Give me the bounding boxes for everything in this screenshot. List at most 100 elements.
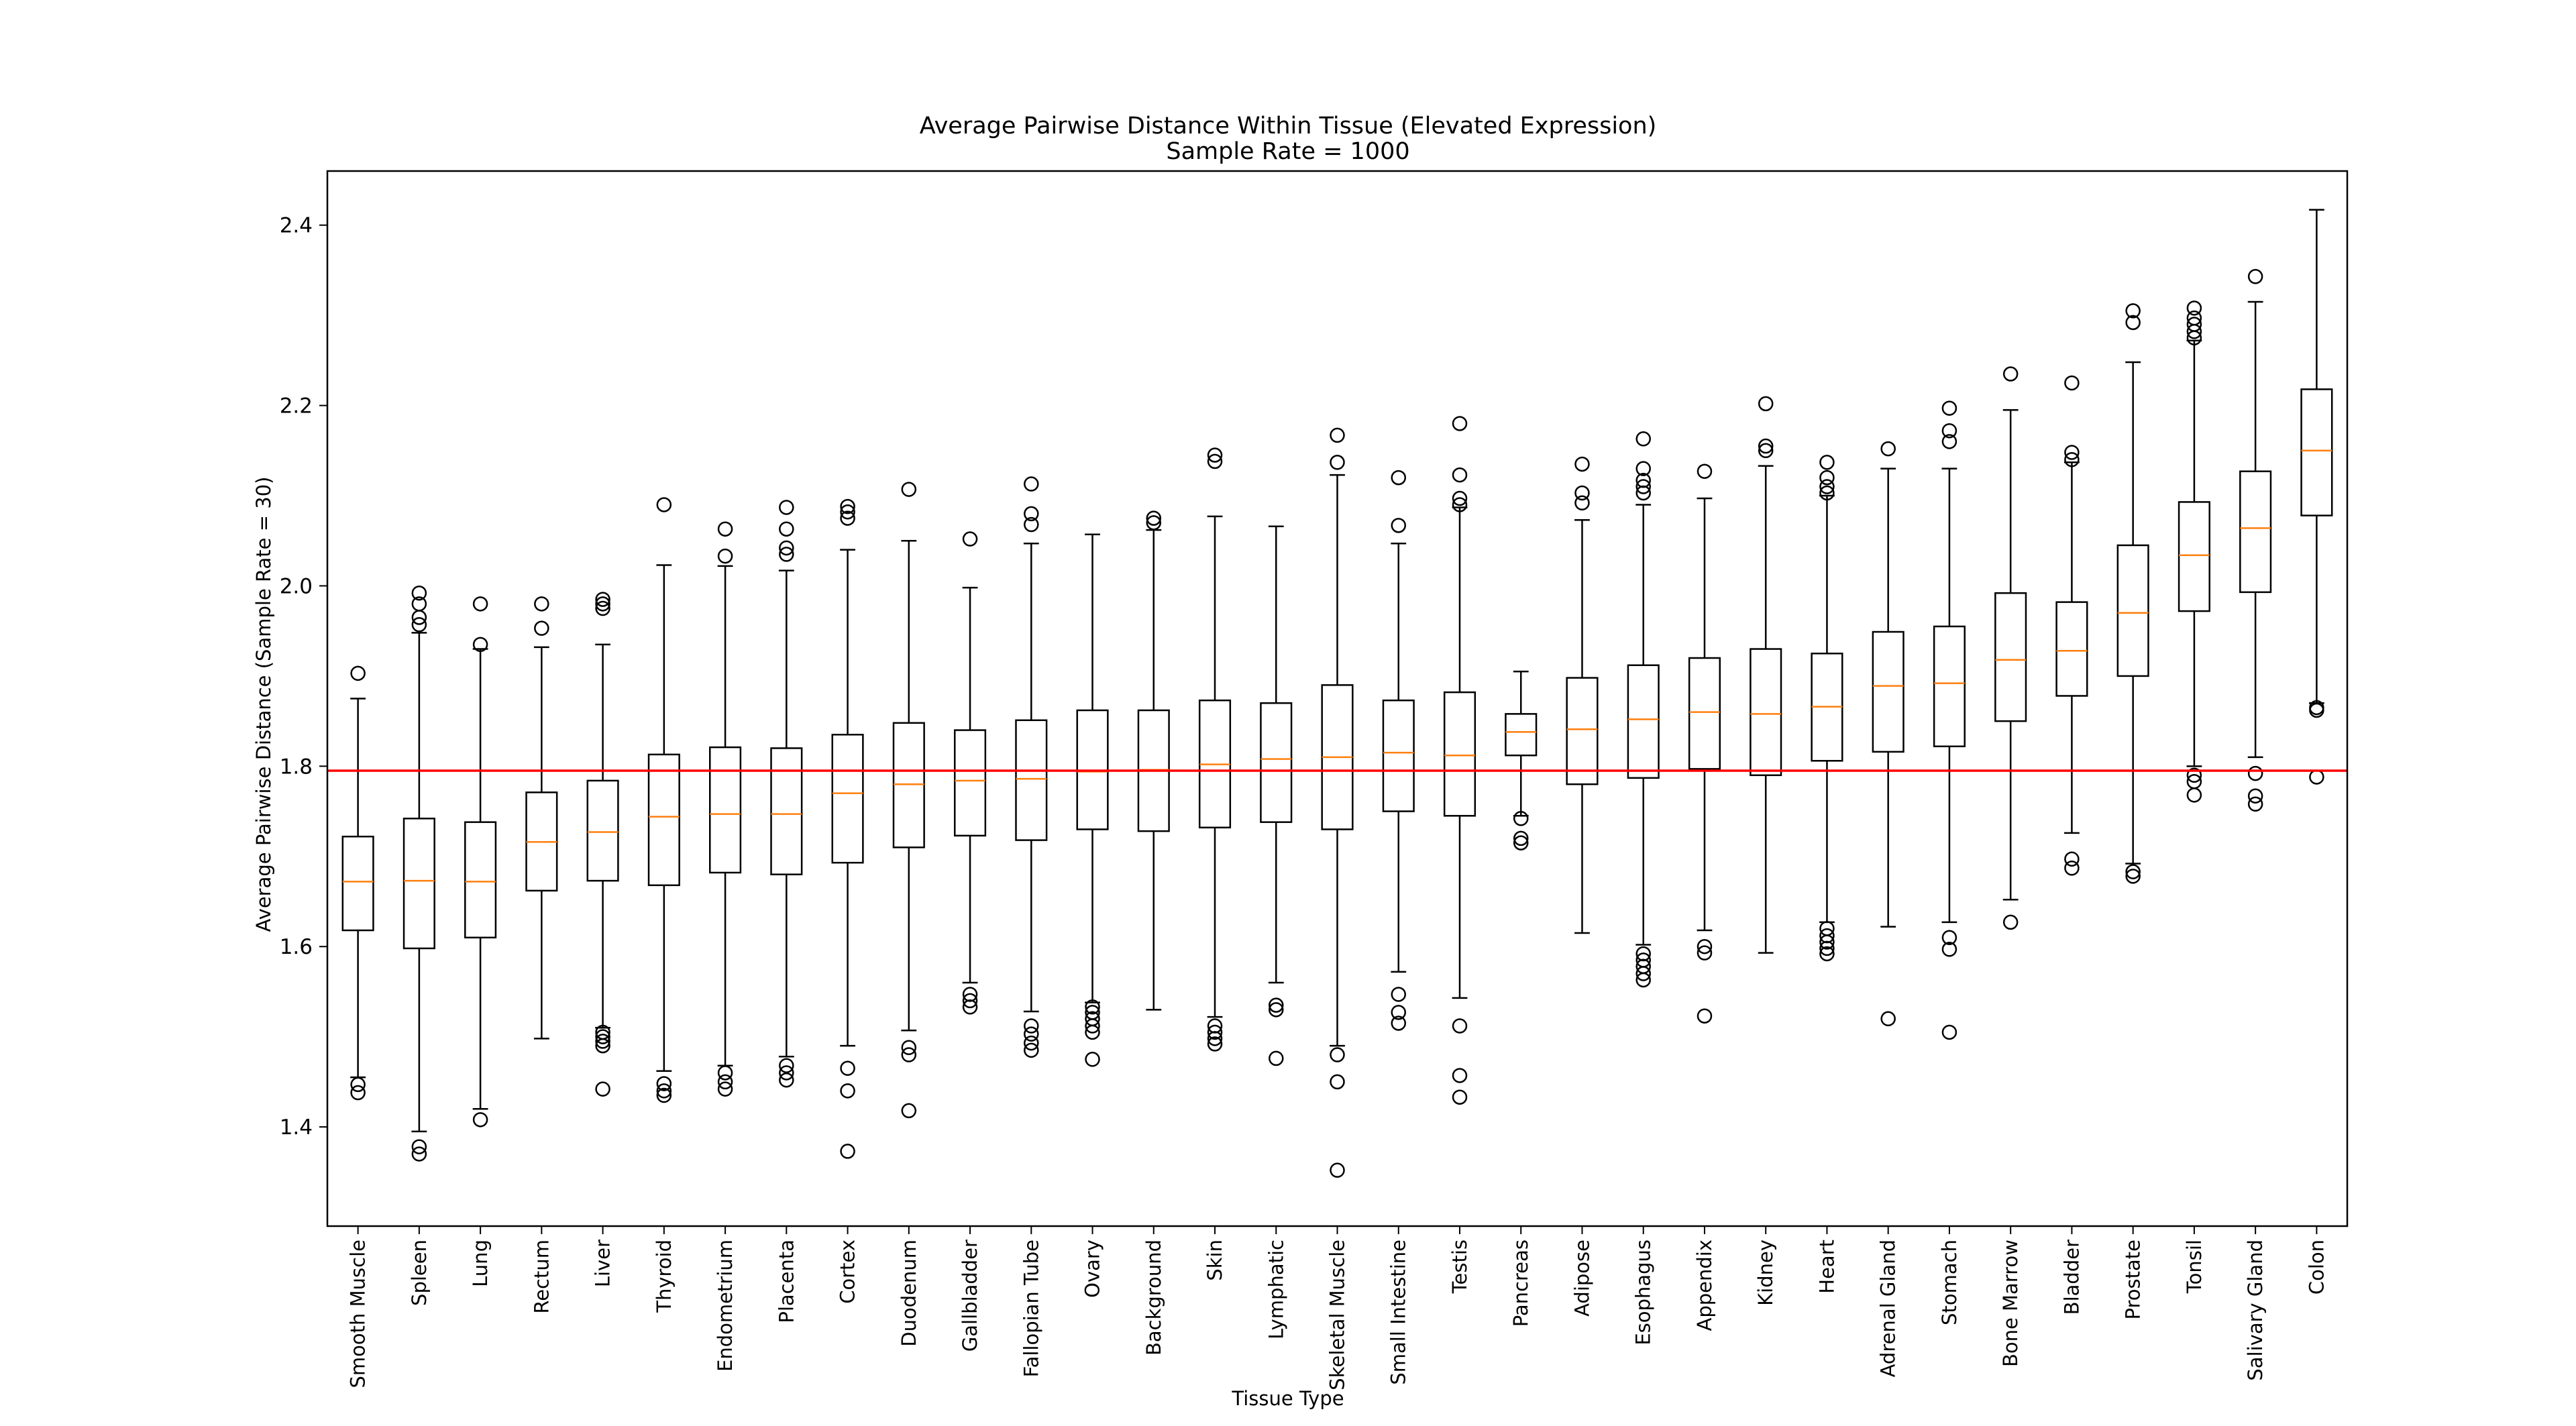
outlier-point xyxy=(656,1083,672,1099)
box xyxy=(1015,719,1048,841)
outlier-point xyxy=(1941,423,1957,439)
outlier-point xyxy=(1207,1036,1223,1052)
outlier-point xyxy=(1085,1052,1100,1067)
outlier-point xyxy=(1024,1026,1039,1042)
outlier-point xyxy=(1330,455,1345,470)
box xyxy=(1933,625,1966,748)
outlier-point xyxy=(1024,476,1039,492)
outlier-point xyxy=(1452,490,1468,506)
box xyxy=(2055,601,2088,697)
outlier-point xyxy=(2186,317,2202,332)
box-group xyxy=(2300,209,2333,785)
outlier-point xyxy=(1330,1074,1345,1090)
x-tick-label: Tonsil xyxy=(2183,1240,2206,1294)
outlier-point xyxy=(1697,463,1713,479)
outlier-point xyxy=(1269,1002,1284,1018)
outlier-point xyxy=(1941,400,1957,416)
x-tick-label: Skeletal Muscle xyxy=(1326,1240,1349,1390)
x-tick-label: Small Intestine xyxy=(1387,1240,1410,1385)
chart-title: Average Pairwise Distance Within Tissue … xyxy=(919,113,1657,140)
outlier-point xyxy=(1207,453,1223,470)
outlier-point xyxy=(1207,1018,1223,1034)
box xyxy=(1505,713,1538,757)
outlier-point xyxy=(595,600,610,616)
outlier-point xyxy=(1574,495,1590,511)
outlier-point xyxy=(1880,1011,1896,1027)
box-group xyxy=(1811,455,1843,962)
box-group xyxy=(341,665,374,1101)
x-tick-label: Testis xyxy=(1448,1240,1471,1294)
outlier-point xyxy=(962,993,978,1009)
outlier-point xyxy=(1819,455,1835,470)
y-tick-label: 2.2 xyxy=(280,394,313,419)
box-group xyxy=(1321,427,1354,1178)
outlier-point xyxy=(2125,303,2141,319)
outlier-point xyxy=(1635,431,1651,447)
outlier-point xyxy=(2186,787,2202,803)
outlier-point xyxy=(1635,461,1651,476)
outlier-point xyxy=(1330,1047,1345,1062)
outlier-point xyxy=(840,1060,855,1076)
outlier-point xyxy=(2002,914,2019,930)
box-group xyxy=(2178,300,2210,803)
x-tick-label: Background xyxy=(1142,1240,1165,1356)
box xyxy=(892,722,925,848)
outlier-point xyxy=(1024,1035,1039,1051)
box-group xyxy=(2055,375,2088,876)
box-group xyxy=(1994,366,2027,930)
outlier-point xyxy=(901,1040,917,1056)
outlier-point xyxy=(1085,1011,1100,1027)
x-tick-label: Gallbladder xyxy=(959,1240,981,1352)
outlier-point xyxy=(2309,769,2324,785)
outlier-point xyxy=(1574,456,1590,472)
outlier-point xyxy=(1941,930,1957,946)
outlier-point xyxy=(595,1081,610,1097)
box xyxy=(770,747,803,875)
box-group xyxy=(1443,416,1477,1105)
y-tick-label: 2.0 xyxy=(280,574,313,598)
outlier-point xyxy=(1452,1068,1468,1083)
x-tick-label: Duodenum xyxy=(898,1240,920,1347)
outlier-point xyxy=(1207,447,1223,463)
x-tick-label: Adrenal Gland xyxy=(1877,1240,1900,1377)
x-tick-label: Spleen xyxy=(408,1240,431,1306)
outlier-point xyxy=(1207,1024,1223,1040)
outlier-point xyxy=(472,637,488,653)
y-axis: 1.4 1.6 1.8 2.0 2.2 2.4 xyxy=(280,214,327,1140)
box-group xyxy=(1382,470,1415,1031)
outlier-point xyxy=(2247,269,2263,284)
x-tick-label: Smooth Muscle xyxy=(347,1240,370,1388)
outlier-point xyxy=(1819,946,1835,962)
outlier-point xyxy=(1513,830,1529,846)
outlier-point xyxy=(1452,1089,1468,1105)
x-tick-label: Appendix xyxy=(1693,1240,1716,1331)
box-group xyxy=(1627,431,1660,988)
outlier-point xyxy=(2186,300,2202,316)
outlier-point xyxy=(595,1029,610,1044)
outlier-point xyxy=(411,585,427,601)
outlier-point xyxy=(1085,1005,1100,1020)
box xyxy=(2178,501,2210,612)
outlier-point xyxy=(1819,479,1835,494)
box xyxy=(709,746,742,874)
box xyxy=(1994,592,2027,722)
box-group xyxy=(892,482,925,1119)
box xyxy=(1688,657,1721,770)
outlier-point xyxy=(1941,1024,1957,1040)
outlier-point xyxy=(1452,416,1468,431)
box xyxy=(402,818,435,950)
outlier-point xyxy=(717,548,733,564)
outlier-point xyxy=(1024,516,1039,533)
outlier-point xyxy=(779,1065,794,1081)
x-tick-label: Placenta xyxy=(775,1240,798,1323)
outlier-point xyxy=(840,1144,855,1159)
outlier-point xyxy=(2247,796,2263,812)
outlier-point xyxy=(901,1103,917,1119)
box-group xyxy=(1137,510,1170,1011)
x-tick-label: Thyroid xyxy=(653,1240,676,1313)
outlier-point xyxy=(840,498,855,514)
outlier-point xyxy=(1574,485,1590,501)
x-axis: Smooth Muscle Spleen Lung Rectum Liver Thyroi… xyxy=(347,1226,2328,1390)
outlier-point xyxy=(350,1077,366,1093)
x-tick-label: Salivary Gland xyxy=(2244,1240,2267,1381)
